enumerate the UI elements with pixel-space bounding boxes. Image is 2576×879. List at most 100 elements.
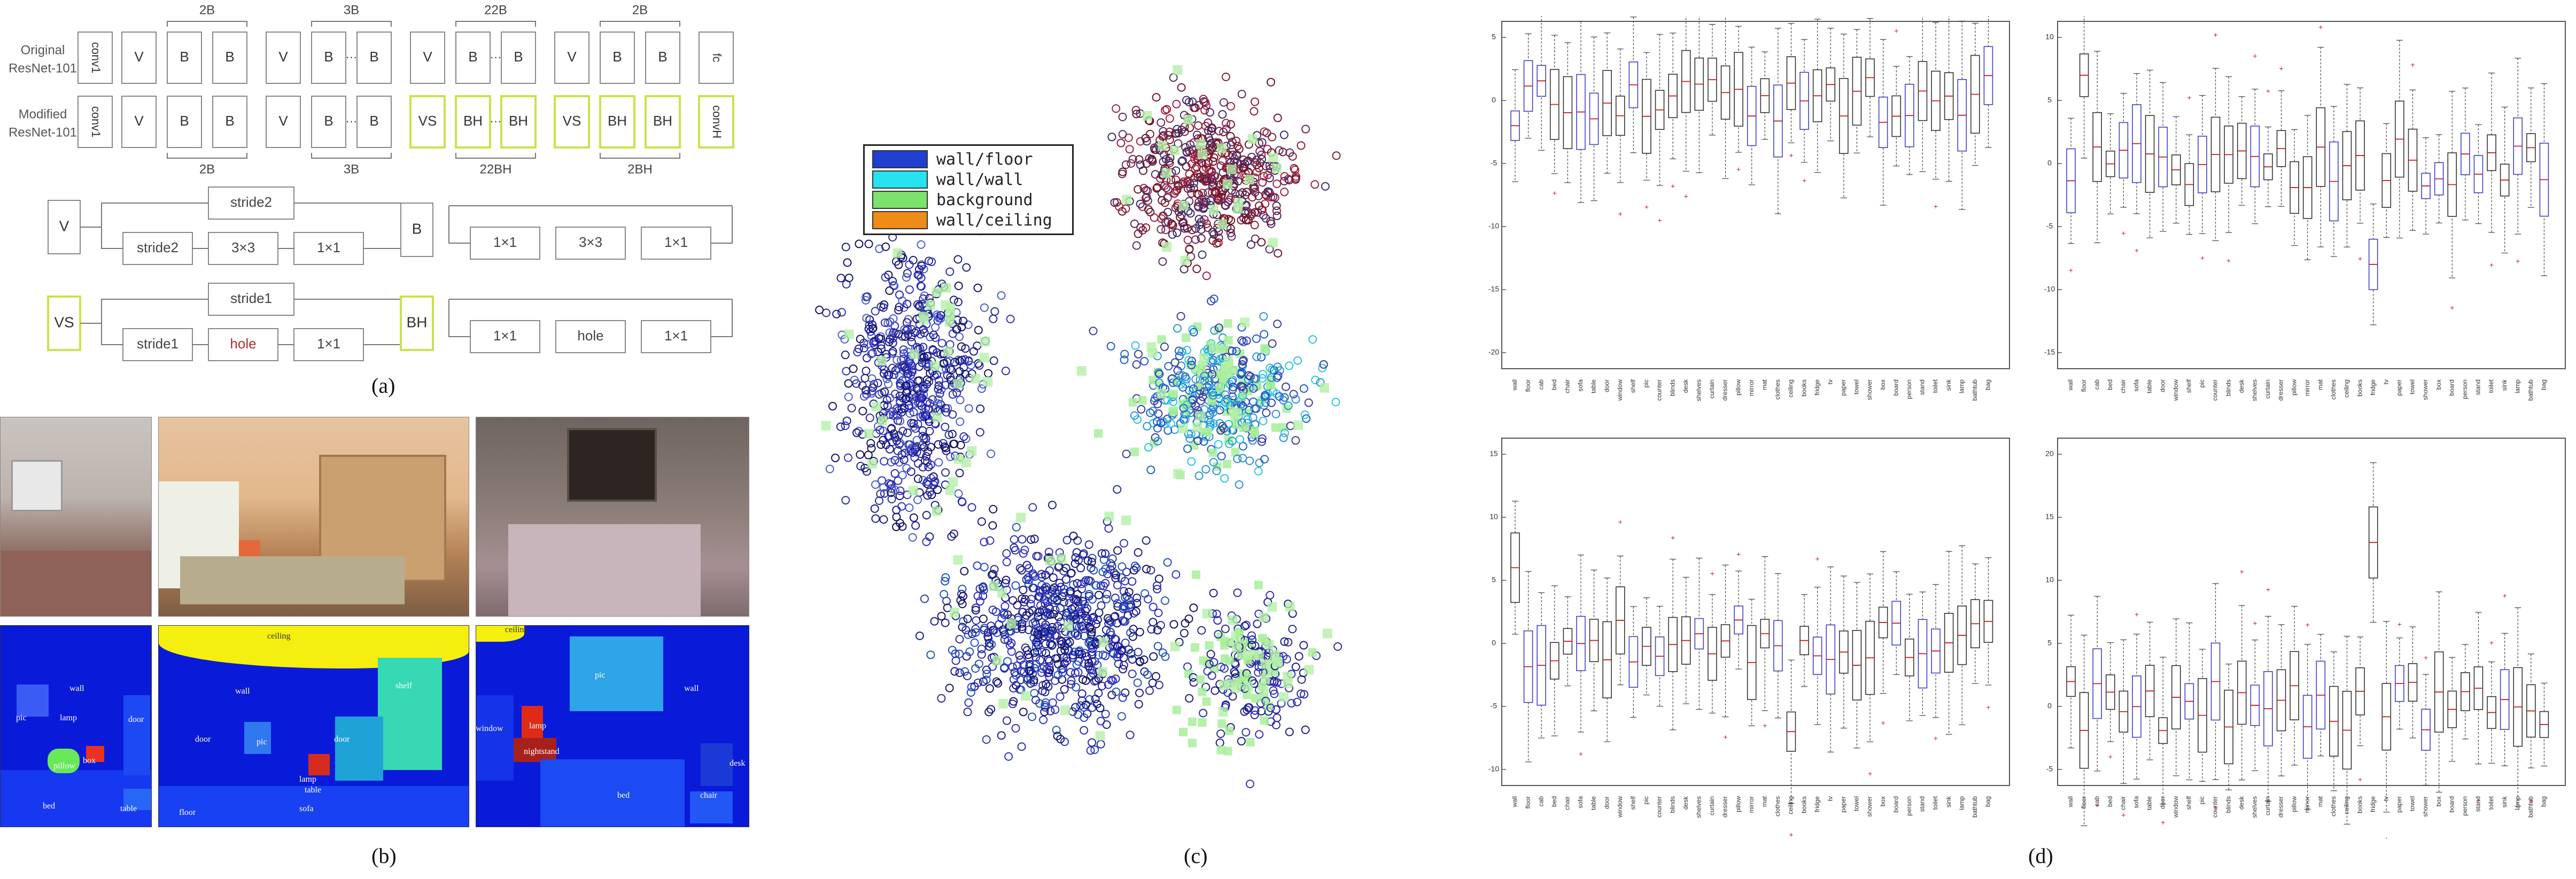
tsne-point bbox=[1182, 333, 1191, 343]
tsne-point bbox=[1272, 201, 1281, 211]
tsne-point bbox=[1045, 556, 1056, 566]
tsne-point bbox=[1160, 596, 1169, 605]
tsne-point bbox=[1223, 746, 1232, 756]
tsne-point bbox=[1097, 601, 1106, 610]
tsne-point bbox=[930, 361, 940, 371]
tsne-point bbox=[1070, 559, 1080, 568]
tsne-point bbox=[1319, 383, 1329, 393]
tsne-point bbox=[1142, 186, 1151, 195]
tsne-point bbox=[895, 458, 904, 467]
tsne-point bbox=[1274, 248, 1283, 258]
y-tick: 5 bbox=[1492, 575, 1496, 584]
tsne-point bbox=[1021, 691, 1031, 701]
tsne-point bbox=[1151, 672, 1160, 681]
tsne-point bbox=[1261, 345, 1270, 354]
tsne-point bbox=[1259, 612, 1269, 623]
tsne-point bbox=[831, 453, 840, 462]
bottom-row-block-label-0: conv1 bbox=[89, 106, 103, 138]
tsne-point bbox=[1268, 152, 1278, 162]
tsne-point bbox=[1219, 680, 1229, 690]
seg-map-2 bbox=[158, 625, 469, 827]
tsne-point bbox=[1258, 434, 1267, 443]
tsne-point bbox=[1111, 573, 1120, 582]
tsne-point bbox=[1168, 221, 1177, 230]
x-tick-label: dresser bbox=[1721, 796, 1729, 818]
tsne-point bbox=[1201, 465, 1211, 474]
x-tick-label: stand bbox=[2474, 379, 2482, 395]
tsne-point bbox=[1104, 511, 1114, 522]
tsne-point bbox=[1072, 683, 1081, 692]
x-tick-label: shelf bbox=[1630, 379, 1637, 393]
tsne-point bbox=[890, 485, 899, 494]
outlier: + bbox=[2121, 229, 2125, 237]
tsne-point bbox=[1182, 147, 1191, 156]
row-label-1: Modified bbox=[19, 107, 67, 121]
x-tick-label: curtain bbox=[2264, 796, 2271, 815]
top-brace-label-0: 2B bbox=[199, 3, 215, 17]
tsne-point bbox=[963, 707, 972, 717]
tsne-point bbox=[963, 614, 972, 624]
tsne-point bbox=[1271, 163, 1282, 173]
tsne-point bbox=[862, 367, 871, 376]
tsne-point bbox=[902, 464, 911, 473]
tsne-point bbox=[879, 515, 888, 524]
tsne-point bbox=[850, 376, 859, 385]
tsne-point bbox=[1332, 151, 1341, 160]
x-tick-label: tv bbox=[2382, 796, 2389, 801]
x-tick-label: board bbox=[1892, 796, 1899, 813]
tsne-point bbox=[1120, 603, 1129, 612]
tsne-point bbox=[960, 667, 969, 676]
x-tick-label: pillow bbox=[2290, 379, 2298, 395]
tsne-point bbox=[892, 522, 901, 531]
tsne-point bbox=[888, 363, 897, 372]
y-tick: 5 bbox=[2047, 639, 2052, 647]
x-tick-label: floor bbox=[2080, 796, 2088, 808]
tsne-point bbox=[1085, 623, 1094, 632]
tsne-point bbox=[1258, 138, 1267, 147]
tsne-point bbox=[836, 274, 845, 283]
tsne-point bbox=[895, 440, 904, 449]
x-tick-label: counter bbox=[1656, 796, 1663, 818]
x-tick-label: shelf bbox=[2185, 379, 2193, 393]
seg_1-label-0: wall bbox=[69, 684, 84, 693]
seg_2-label-8: floor bbox=[179, 808, 196, 817]
v-block-left-box bbox=[48, 200, 81, 254]
tsne-point bbox=[1038, 586, 1048, 595]
row-label-1: ResNet-101 bbox=[9, 125, 77, 139]
tsne-point bbox=[987, 640, 996, 649]
seg_2-label-0: ceiling bbox=[267, 632, 291, 641]
tsne-point bbox=[983, 377, 993, 387]
tsne-point bbox=[1205, 641, 1214, 650]
tsne-point bbox=[1242, 336, 1251, 345]
tsne-point bbox=[1233, 198, 1244, 208]
top-row-block-0 bbox=[77, 32, 113, 84]
tsne-point bbox=[1120, 349, 1129, 359]
tsne-point bbox=[1183, 662, 1192, 671]
tsne-point bbox=[1018, 619, 1027, 628]
tsne-point bbox=[956, 395, 965, 405]
tsne-point bbox=[1023, 573, 1033, 582]
outlier: + bbox=[2279, 64, 2283, 73]
tsne-point bbox=[896, 382, 905, 391]
outlier: + bbox=[1986, 703, 1990, 712]
seg_3-label-5: nightstand bbox=[524, 747, 560, 756]
tsne-point bbox=[1244, 375, 1253, 384]
tsne-point bbox=[937, 385, 946, 394]
tsne-point bbox=[1203, 428, 1212, 437]
legend-entry-3: wall/ceiling bbox=[872, 210, 1065, 230]
tsne-point bbox=[944, 430, 953, 439]
tsne-point bbox=[1056, 735, 1065, 744]
tsne-point bbox=[1030, 689, 1039, 698]
tsne-point bbox=[1140, 667, 1149, 676]
tsne-point bbox=[930, 477, 940, 486]
tsne-point bbox=[859, 338, 868, 347]
tsne-point bbox=[1168, 230, 1177, 239]
tsne-point bbox=[1019, 660, 1028, 670]
tsne-point bbox=[1273, 180, 1282, 189]
tsne-point bbox=[914, 459, 923, 468]
tsne-point bbox=[1254, 164, 1263, 173]
bottom-brace-3 bbox=[600, 153, 680, 159]
tsne-point bbox=[1063, 621, 1073, 631]
tsne-point bbox=[1168, 220, 1177, 229]
tsne-point bbox=[901, 362, 910, 371]
